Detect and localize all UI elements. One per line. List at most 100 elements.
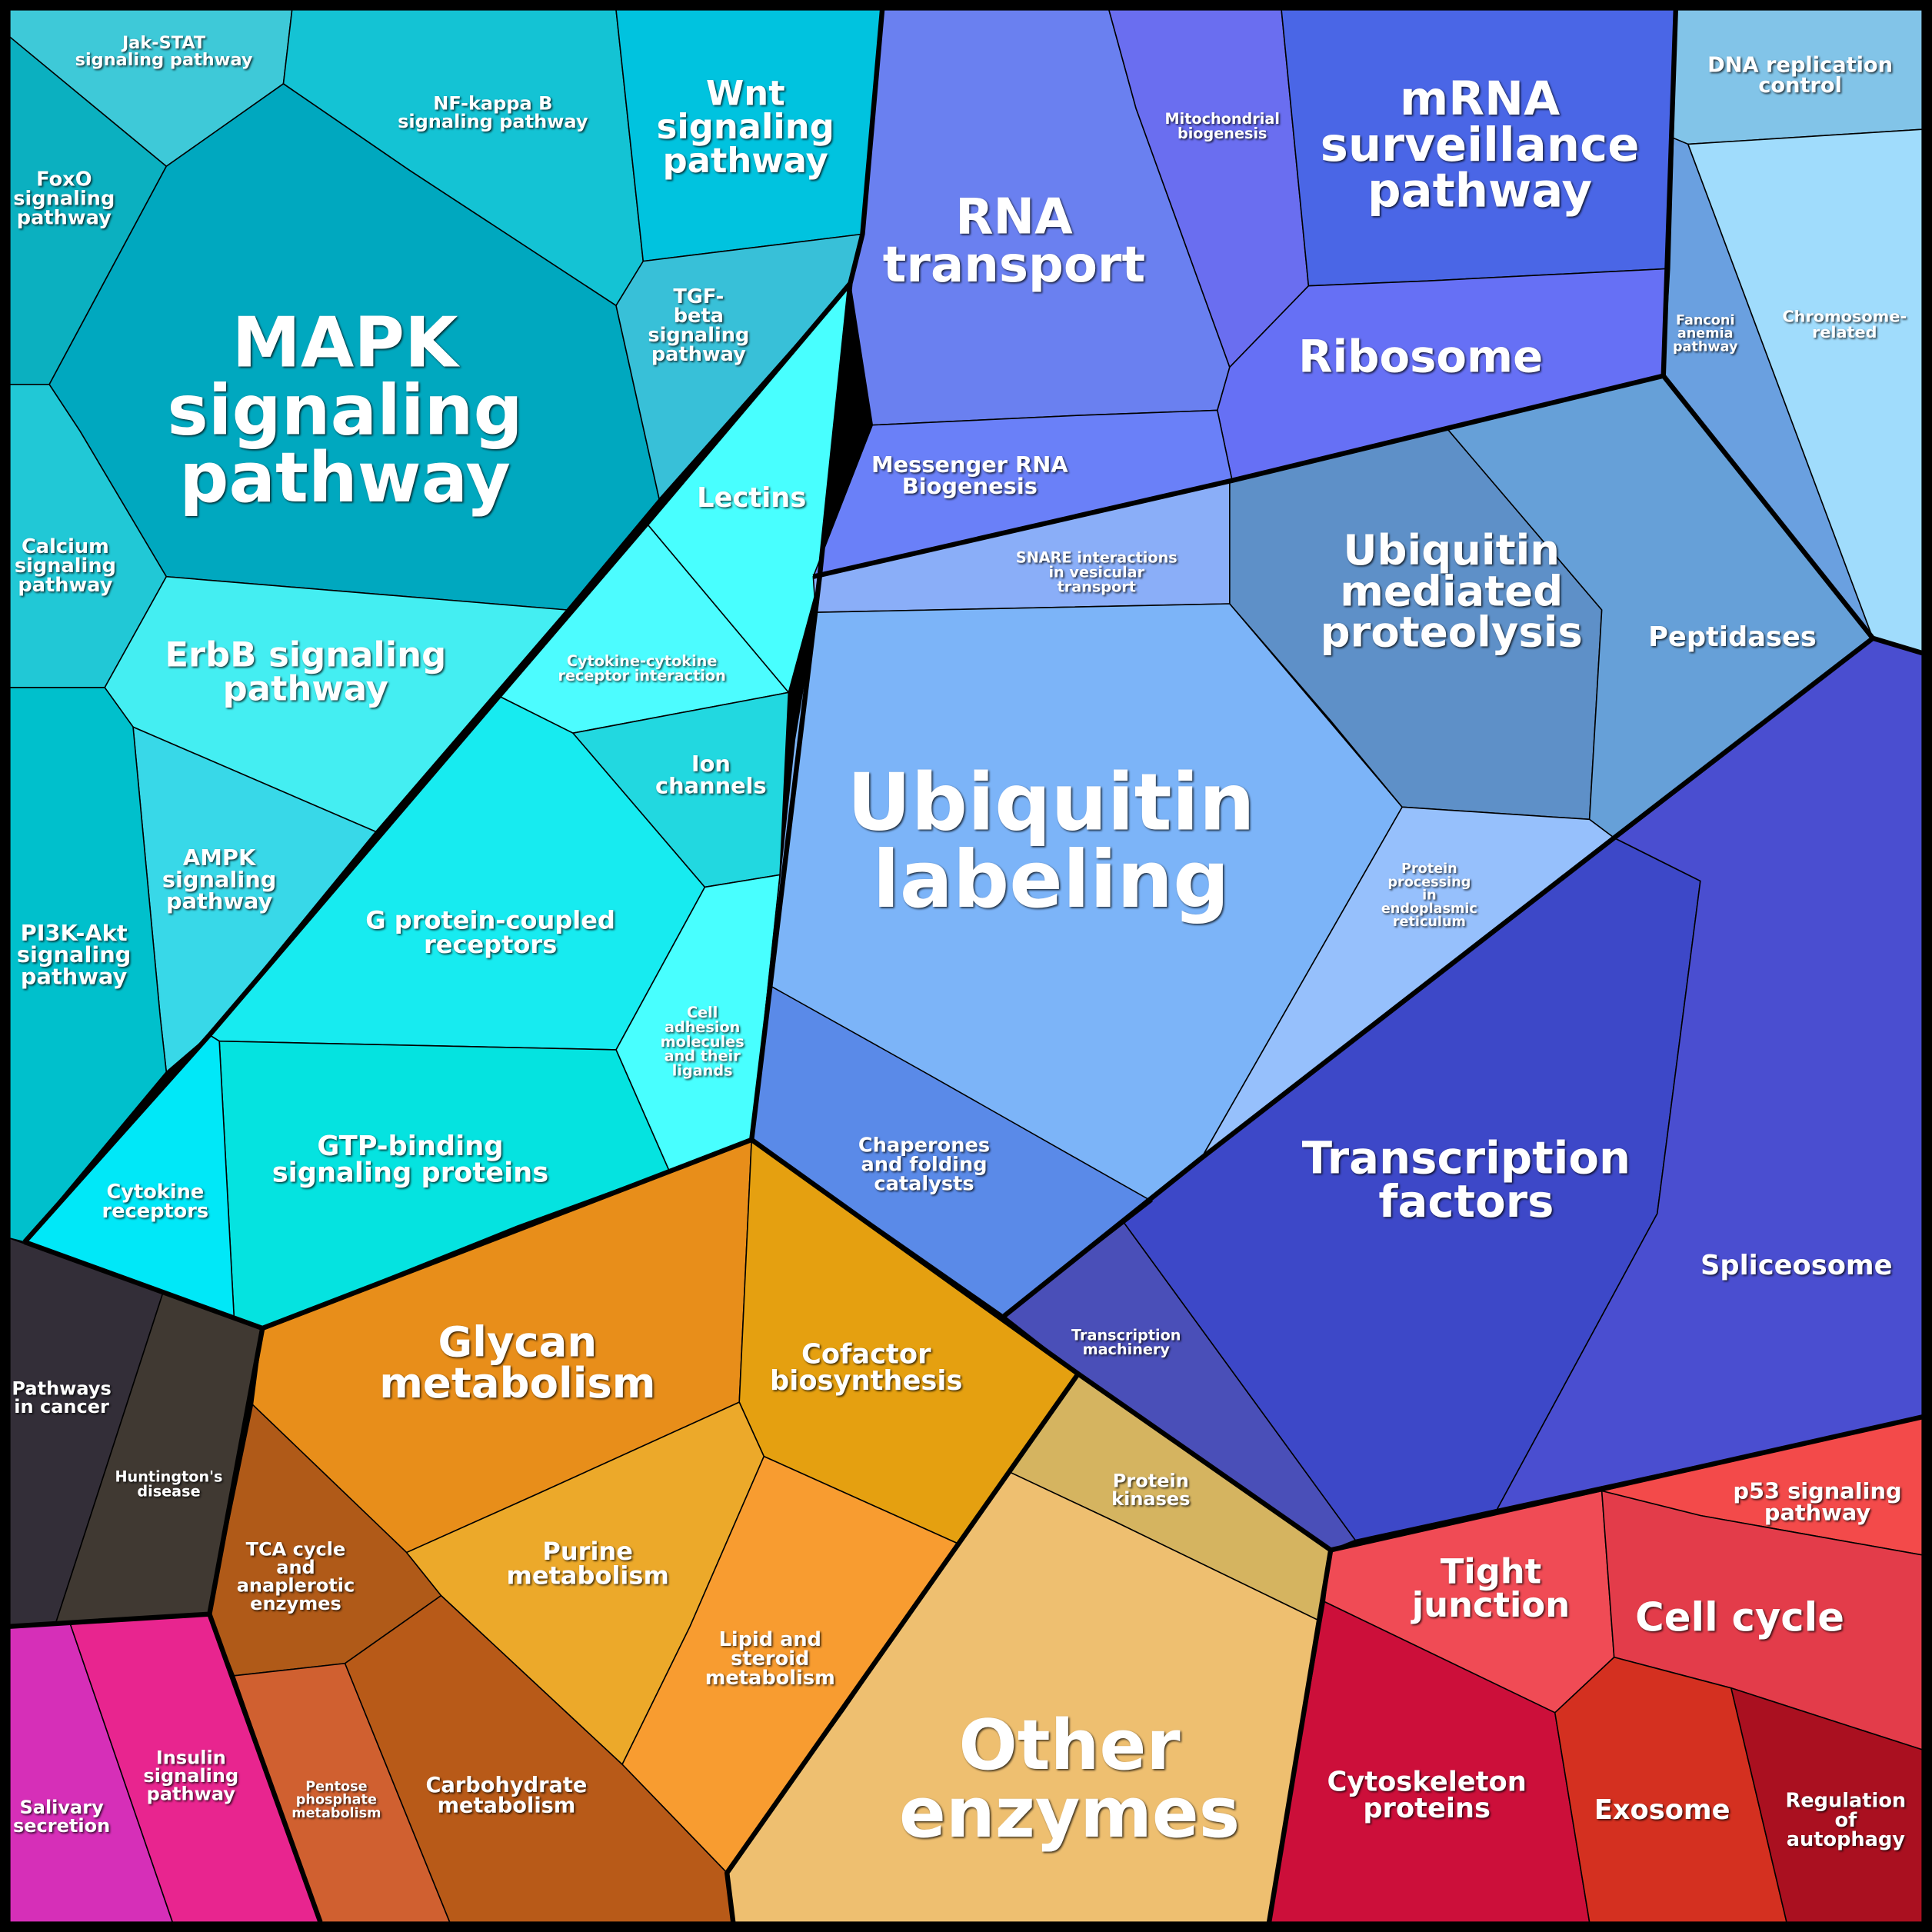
cell-label: Lipid and: [719, 1628, 821, 1651]
cell-label: Cytokine-cytokine: [567, 652, 717, 670]
cell-label: pathway: [663, 140, 828, 181]
cell-label: molecules: [661, 1033, 744, 1051]
cell-label: Other: [959, 1706, 1181, 1786]
cell-label: phosphate: [296, 1793, 377, 1808]
cell-label: beta: [674, 305, 724, 328]
cell-label: Calcium: [22, 535, 109, 558]
cell-label: Carbohydrate: [426, 1774, 588, 1797]
cell-label: related: [1812, 323, 1877, 341]
cell-label: Transcription: [1071, 1326, 1181, 1344]
cell-label: Peptidases: [1648, 621, 1817, 653]
cell-label: signaling: [648, 324, 749, 347]
group-border: [724, 1138, 1081, 1923]
cell-label: SNARE interactions: [1016, 549, 1178, 567]
group-border: [207, 1613, 323, 1924]
cell-label: adhesion: [665, 1018, 740, 1036]
cell-label: p53 signaling: [1733, 1477, 1901, 1504]
group-border: [1002, 635, 1924, 1318]
cell-label: of: [1834, 1809, 1857, 1832]
group-borders: [9, 9, 1924, 1924]
cell-label: pathway: [1764, 1500, 1871, 1526]
cell-label: and their: [665, 1048, 741, 1065]
cell-label: pathway: [166, 888, 273, 914]
cell-label: FoxO: [36, 168, 92, 191]
cell-label: signaling: [167, 371, 522, 451]
cell-label: Ubiquitin: [1343, 525, 1560, 575]
cell-label: signaling proteins: [272, 1157, 549, 1188]
cell-label: Messenger RNA: [871, 451, 1068, 478]
cell-label: receptor interaction: [558, 667, 726, 685]
cell-label: G protein-coupled: [365, 906, 615, 935]
cell-label: biogenesis: [1178, 125, 1267, 142]
cell-label: signaling: [13, 188, 115, 211]
cell-label: Protein: [1401, 861, 1457, 877]
cell-label: metabolism: [705, 1667, 835, 1690]
cell-label: pathway: [1367, 163, 1592, 218]
cell-label: catalysts: [874, 1173, 974, 1196]
cell-label: Spliceosome: [1700, 1250, 1893, 1281]
cell-label: Biogenesis: [902, 473, 1038, 499]
cell-label: Protein: [1113, 1471, 1189, 1492]
cell-label: disease: [137, 1482, 200, 1500]
cell-label: metabolism: [379, 1358, 655, 1407]
cell-label: anemia: [1677, 326, 1734, 341]
cell-label: Cytokine: [106, 1181, 204, 1204]
cell-label: pathway: [1673, 339, 1738, 355]
cell-label: Chromosome-: [1782, 308, 1907, 326]
cell-label: labeling: [873, 834, 1230, 926]
cell-label: factors: [1378, 1175, 1554, 1227]
cell-label: biosynthesis: [770, 1365, 962, 1397]
cell-label: DNA replication: [1707, 53, 1893, 77]
cell-label: proteolysis: [1321, 608, 1583, 657]
cell-label: MAPK: [232, 303, 461, 383]
cell-label: ligands: [672, 1062, 733, 1080]
cell-label: secretion: [13, 1815, 110, 1837]
cell-label: signaling pathway: [75, 50, 253, 70]
cell-label: in cancer: [14, 1396, 109, 1417]
cell-label: signaling: [657, 106, 834, 147]
cell-label: Exosome: [1594, 1794, 1730, 1826]
cell-label: channels: [655, 772, 767, 798]
cell-label: Chaperones: [858, 1134, 990, 1157]
cell-label: pathway: [147, 1784, 236, 1805]
cell-label: signaling: [17, 941, 132, 968]
group-border: [1661, 9, 1678, 376]
cell-label: control: [1758, 74, 1842, 98]
cell-label: and: [276, 1557, 315, 1578]
cell-label: Tight: [1441, 1551, 1541, 1591]
cell-label: pathway: [179, 438, 511, 518]
cell-label: Jak-STAT: [121, 33, 206, 53]
cell-label: Wnt: [706, 72, 785, 113]
cell-label: pathway: [21, 963, 128, 989]
cell-label: NF-kappa B: [433, 93, 552, 115]
group-border: [1330, 1414, 1923, 1553]
cell-label: pathway: [651, 343, 746, 366]
cell-label: machinery: [1083, 1341, 1171, 1358]
cell-label: processing: [1387, 874, 1471, 890]
cell-label: Regulation: [1786, 1790, 1907, 1813]
cell-label: pathway: [17, 207, 112, 230]
group-border: [22, 281, 852, 1244]
cell-label: Ion: [691, 751, 731, 777]
cell-label: pathway: [18, 574, 112, 597]
cell-label: Purine: [542, 1537, 633, 1566]
cell-label: ErbB signaling: [165, 634, 446, 675]
cell-label: Pathways: [12, 1378, 111, 1400]
cell-label: transport: [1058, 578, 1136, 595]
cell-label: mRNA: [1400, 72, 1560, 126]
cell-label: signaling: [143, 1765, 238, 1787]
cell-label: GTP-binding: [317, 1131, 503, 1162]
cell-label: pathway: [223, 668, 388, 708]
cell-label: Ribosome: [1298, 330, 1543, 382]
cell-label: Ubiquitin: [847, 758, 1254, 849]
cell-label: RNA: [955, 188, 1073, 245]
cell-label: metabolism: [506, 1561, 668, 1590]
cell-label: transport: [883, 237, 1145, 294]
cells: [9, 9, 1923, 1923]
cell-label: Glycan: [438, 1317, 598, 1366]
cell-label: steroid: [731, 1647, 809, 1671]
cell-label: surveillance: [1321, 118, 1640, 172]
